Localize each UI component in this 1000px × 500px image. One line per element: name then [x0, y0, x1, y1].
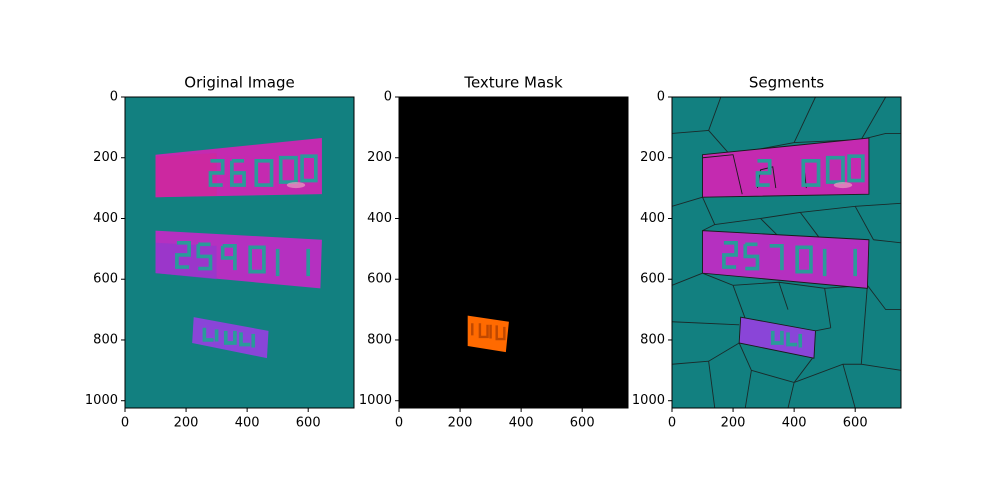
y-tick-label: 400 [93, 211, 118, 226]
x-tick-label: 400 [782, 416, 807, 431]
y-tick-label: 200 [640, 150, 665, 165]
y-tick-label: 600 [640, 272, 665, 287]
y-tick-label: 400 [640, 211, 665, 226]
y-tick-label: 0 [657, 90, 665, 105]
x-tick-label: 600 [570, 416, 595, 431]
y-tick-label: 1000 [632, 393, 665, 408]
y-tick-label: 600 [93, 272, 118, 287]
y-tick-label: 200 [93, 150, 118, 165]
x-tick-label: 200 [174, 416, 199, 431]
y-tick-label: 600 [367, 272, 392, 287]
x-tick-label: 400 [509, 416, 534, 431]
image-mask [399, 97, 628, 408]
axes-frame [671, 96, 902, 409]
x-tick-label: 600 [296, 416, 321, 431]
x-tick-label: 400 [235, 416, 260, 431]
x-tick-label: 200 [721, 416, 746, 431]
x-tick-label: 600 [843, 416, 868, 431]
image-original [125, 97, 354, 408]
y-tick-label: 1000 [359, 393, 392, 408]
chart-title: Texture Mask [463, 74, 563, 92]
x-tick-label: 200 [448, 416, 473, 431]
y-tick-label: 1000 [85, 393, 118, 408]
chart-title: Original Image [184, 74, 294, 92]
x-tick-label: 0 [395, 416, 403, 431]
y-tick-label: 0 [110, 90, 118, 105]
x-tick-label: 0 [668, 416, 676, 431]
y-tick-label: 200 [367, 150, 392, 165]
axes-frame [398, 96, 629, 409]
y-tick-label: 800 [93, 332, 118, 347]
chart-title: Segments [749, 74, 825, 92]
axes-frame [124, 96, 355, 409]
y-tick-label: 0 [384, 90, 392, 105]
y-tick-label: 800 [367, 332, 392, 347]
y-tick-label: 400 [367, 211, 392, 226]
y-tick-label: 800 [640, 332, 665, 347]
image-segments [671, 96, 902, 409]
x-tick-label: 0 [121, 416, 129, 431]
